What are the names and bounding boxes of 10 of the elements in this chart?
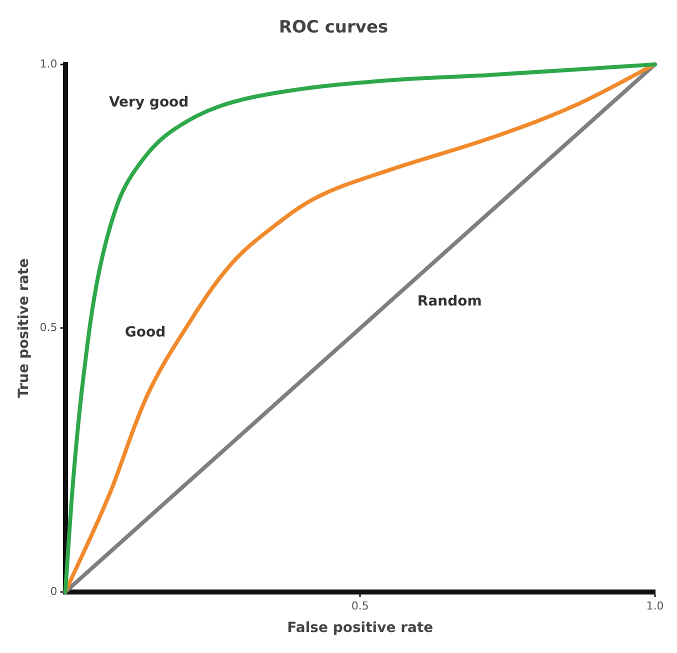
x-axis-title: False positive rate <box>287 620 434 636</box>
y-tick-label: 1.0 <box>40 57 58 70</box>
chart-title: ROC curves <box>278 18 388 38</box>
y-tick-label: 0.5 <box>40 321 58 334</box>
y-tick-label: 0 <box>50 584 58 598</box>
series-label: Random <box>417 293 482 310</box>
line-series <box>63 62 657 594</box>
y-axis-title: True positive rate <box>16 258 32 398</box>
series-label: Good <box>124 324 166 341</box>
series-label: Very good <box>108 94 189 111</box>
